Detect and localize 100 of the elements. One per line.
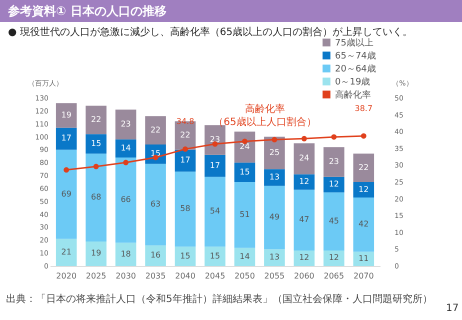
data-label: 69	[61, 189, 72, 198]
bar	[145, 164, 166, 246]
annotation: （65歳以上人口割合）	[214, 116, 316, 129]
data-label: 15	[180, 251, 190, 260]
x-tick-label: 2030	[116, 272, 136, 280]
bar	[204, 246, 226, 266]
data-label: 12	[328, 180, 340, 189]
bar	[294, 190, 315, 250]
bar	[86, 241, 106, 266]
data-label: 12	[328, 253, 340, 262]
data-label: 12	[358, 184, 369, 194]
data-label: 17	[180, 156, 190, 165]
legend-label: 高齢化率	[335, 90, 371, 100]
legend-label: 0～19歳	[335, 76, 370, 88]
legend-label: 75歳以上	[335, 38, 374, 48]
data-label: 22	[90, 114, 102, 124]
x-tick-label: 2025	[86, 272, 106, 280]
bar	[353, 252, 374, 266]
bar	[324, 192, 344, 250]
bar	[264, 186, 285, 250]
data-label: 22	[150, 125, 161, 134]
data-label: 19	[61, 110, 72, 120]
data-label: 11	[358, 254, 369, 263]
point	[331, 134, 337, 140]
bar	[324, 147, 344, 177]
x-tick-label: 2040	[175, 272, 196, 280]
data-label: 24	[299, 154, 310, 163]
bar	[115, 242, 136, 266]
data-label: 18	[120, 249, 131, 258]
x-tick-label: 2050	[234, 272, 255, 280]
bar	[204, 176, 226, 247]
x-tick-label: 2065	[324, 272, 344, 280]
bar	[294, 174, 315, 190]
bar	[86, 106, 106, 134]
data-label: 15	[90, 138, 102, 148]
x-tick-label: 2070	[353, 272, 374, 280]
data-label: 63	[150, 200, 161, 209]
bar	[204, 125, 226, 155]
data-label: 23	[328, 156, 340, 166]
x-tick-label: 2060	[294, 272, 314, 280]
bar	[56, 150, 77, 239]
data-label: 42	[358, 220, 369, 229]
data-label: 17	[210, 160, 220, 170]
legend-label: 65～74歳	[335, 50, 376, 62]
data-label: 23	[120, 119, 131, 128]
bar	[174, 172, 196, 247]
bar	[204, 154, 226, 177]
data-label: 14	[120, 143, 131, 152]
data-label: 51	[240, 210, 250, 219]
bar	[294, 250, 315, 266]
data-label: 38.7	[354, 104, 373, 113]
point	[301, 136, 307, 142]
point	[360, 133, 366, 139]
data-label: 45	[328, 216, 340, 226]
bar	[86, 154, 106, 242]
legend-label: 20～64歳	[335, 64, 376, 74]
chart-title: 参考資料① 日本の人口の推移	[0, 0, 462, 22]
bar	[56, 128, 77, 150]
source-note: 出典：「日本の将来推計人口（令和5年推計）詳細結果表」（国立社会保障・人口問題研究所）	[6, 292, 432, 306]
data-label: 21	[61, 247, 72, 256]
bar	[264, 249, 285, 266]
bar	[145, 116, 166, 145]
x-tick-label: 2055	[264, 272, 285, 280]
bar	[234, 132, 256, 163]
x-tick-label: 2035	[145, 272, 166, 280]
data-label: 14	[240, 252, 250, 261]
bar	[174, 246, 196, 266]
bar	[353, 154, 374, 182]
data-label: 13	[269, 172, 280, 182]
data-label: 17	[61, 134, 72, 143]
data-label: 15	[240, 167, 250, 176]
data-label: 15	[210, 251, 220, 260]
data-label: 16	[150, 250, 161, 260]
data-label: 12	[299, 177, 310, 186]
bar	[234, 248, 256, 266]
data-label: 13	[269, 252, 280, 262]
data-label: 23	[210, 135, 220, 144]
data-label: 54	[210, 206, 220, 216]
point	[272, 136, 278, 142]
bar	[115, 157, 136, 243]
data-label: 58	[180, 204, 190, 214]
point	[64, 167, 70, 173]
bar	[86, 134, 106, 154]
data-label: 24	[240, 142, 250, 152]
bar	[115, 110, 136, 140]
bar	[234, 162, 256, 182]
point	[123, 160, 129, 166]
point	[93, 164, 99, 170]
chart-subtitle: ● 現役世代の人口が急激に減少し、高齢化率（65歳以上の人口の割合）が上昇していく。	[8, 26, 413, 38]
data-label: 49	[269, 212, 280, 222]
annotation: 高齢化率	[245, 102, 285, 116]
data-label: 25	[269, 148, 280, 157]
bar	[294, 143, 315, 174]
data-label: 19	[90, 248, 102, 258]
bar	[324, 176, 344, 192]
bar	[264, 169, 285, 186]
bar	[145, 245, 166, 266]
data-label: 66	[120, 195, 131, 204]
bar	[324, 250, 344, 266]
data-label: 22	[180, 130, 190, 140]
